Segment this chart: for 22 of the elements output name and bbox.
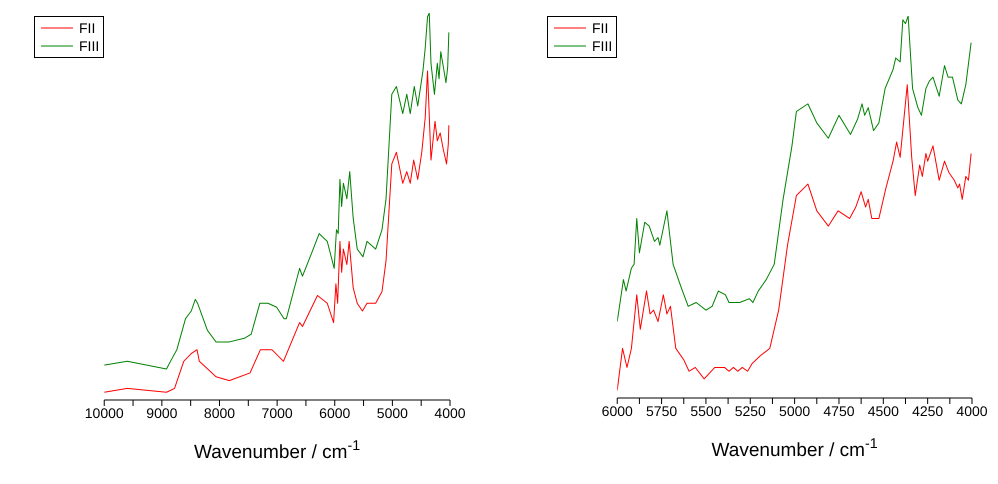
x-tick-label: 4500	[868, 402, 900, 419]
x-tick-label: 4000	[956, 402, 988, 419]
x-tick-label: 8000	[204, 404, 236, 421]
x-tick-label: 6000	[319, 404, 351, 421]
x-tick-label: 5750	[646, 402, 678, 419]
x-tick-label: 6000	[602, 402, 634, 419]
x-tick-label: 9000	[146, 404, 178, 421]
x-tick-label: 4250	[912, 402, 944, 419]
x-tick-label: 5500	[690, 402, 722, 419]
legend-label: FII	[79, 20, 96, 36]
legend-label: FIII	[592, 38, 612, 54]
legend-label: FIII	[79, 38, 100, 54]
x-tick-label: 10000	[84, 404, 124, 421]
x-tick-label: 5000	[376, 404, 408, 421]
x-axis-title: Wavenumber / cm$^{-1}$	[194, 438, 360, 463]
x-tick-label: 4000	[434, 404, 466, 421]
x-tick-label: 4750	[823, 402, 855, 419]
x-tick-label: 5000	[779, 402, 810, 419]
x-tick-label: 5250	[734, 402, 766, 419]
x-tick-label: 7000	[262, 404, 293, 421]
legend-label: FII	[592, 20, 608, 36]
x-axis-title: Wavenumber / cm$^{-1}$	[712, 436, 878, 461]
